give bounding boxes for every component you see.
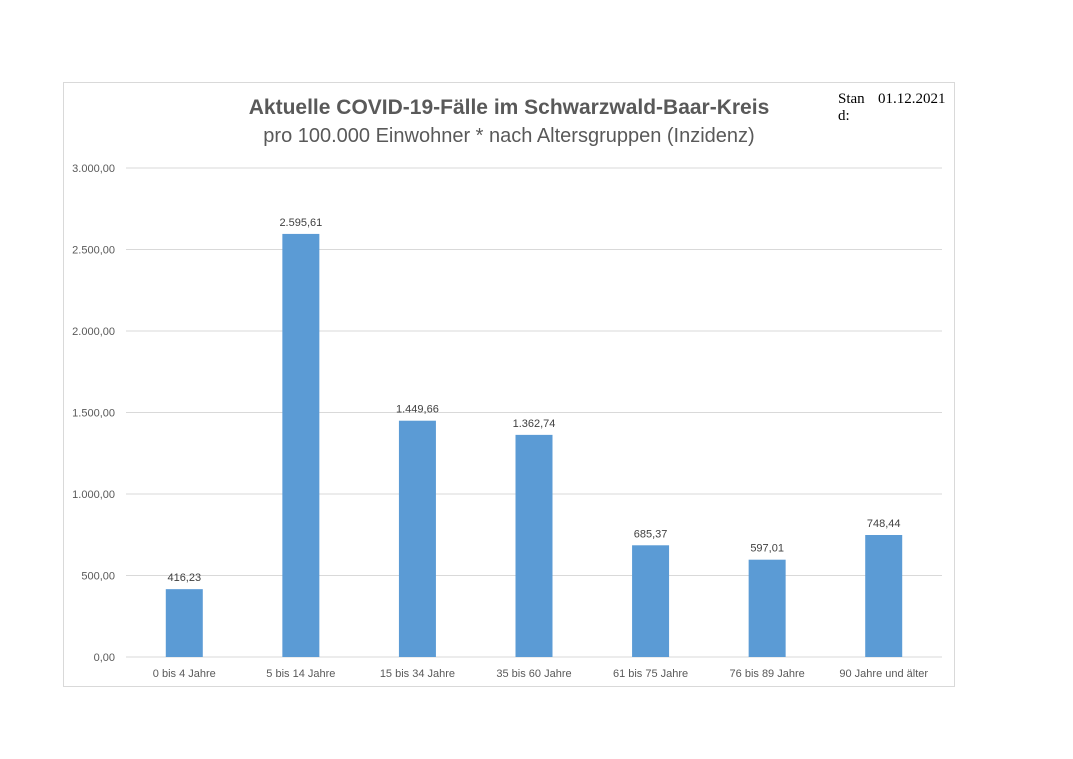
y-tick-label: 1.500,00: [72, 408, 115, 420]
x-tick-label: 90 Jahre und älter: [839, 668, 928, 680]
y-tick-label: 0,00: [94, 652, 115, 664]
x-axis-ticks: 0 bis 4 Jahre 5 bis 14 Jahre 15 bis 34 Jah…: [153, 668, 929, 680]
bar: [165, 589, 203, 657]
y-tick-label: 1.000,00: [72, 489, 115, 501]
y-tick-label: 2.500,00: [72, 245, 115, 257]
x-tick-label: 76 bis 89 Jahre: [730, 668, 805, 680]
y-axis-ticks: 0,00 500,00 1.000,00 1.500,00 2.000,00 2.500,…: [72, 163, 115, 664]
bar: [865, 535, 903, 657]
data-labels: 416,23 2.595,61 1.449,66 1.362,74 685,37 597,…: [167, 217, 900, 584]
stand-date-value: 01.12.2021: [878, 91, 946, 107]
y-tick-label: 2.000,00: [72, 326, 115, 338]
x-tick-label: 15 bis 34 Jahre: [380, 668, 455, 680]
data-label: 1.449,66: [396, 404, 439, 416]
y-tick-label: 500,00: [81, 571, 115, 583]
data-label: 685,37: [634, 528, 668, 540]
y-tick-label: 3.000,00: [72, 163, 115, 175]
bar: [282, 233, 320, 657]
data-label: 2.595,61: [279, 217, 322, 229]
bar: [398, 420, 436, 657]
x-tick-label: 5 bis 14 Jahre: [266, 668, 335, 680]
data-label: 748,44: [867, 518, 901, 530]
data-label: 1.362,74: [513, 418, 556, 430]
stand-label: Stand:: [838, 91, 865, 124]
chart-subtitle: pro 100.000 Einwohner * nach Altersgrupp…: [263, 125, 755, 147]
bars: [165, 233, 903, 657]
x-tick-label: 61 bis 75 Jahre: [613, 668, 688, 680]
bar: [748, 559, 786, 657]
data-label: 416,23: [167, 572, 201, 584]
bar: [632, 545, 670, 657]
x-tick-label: 0 bis 4 Jahre: [153, 668, 216, 680]
x-tick-label: 35 bis 60 Jahre: [496, 668, 571, 680]
bar: [515, 434, 553, 657]
chart-frame: [63, 82, 955, 687]
chart-title: Aktuelle COVID-19-Fälle im Schwarzwald-B…: [248, 96, 770, 119]
data-label: 597,01: [750, 543, 784, 555]
